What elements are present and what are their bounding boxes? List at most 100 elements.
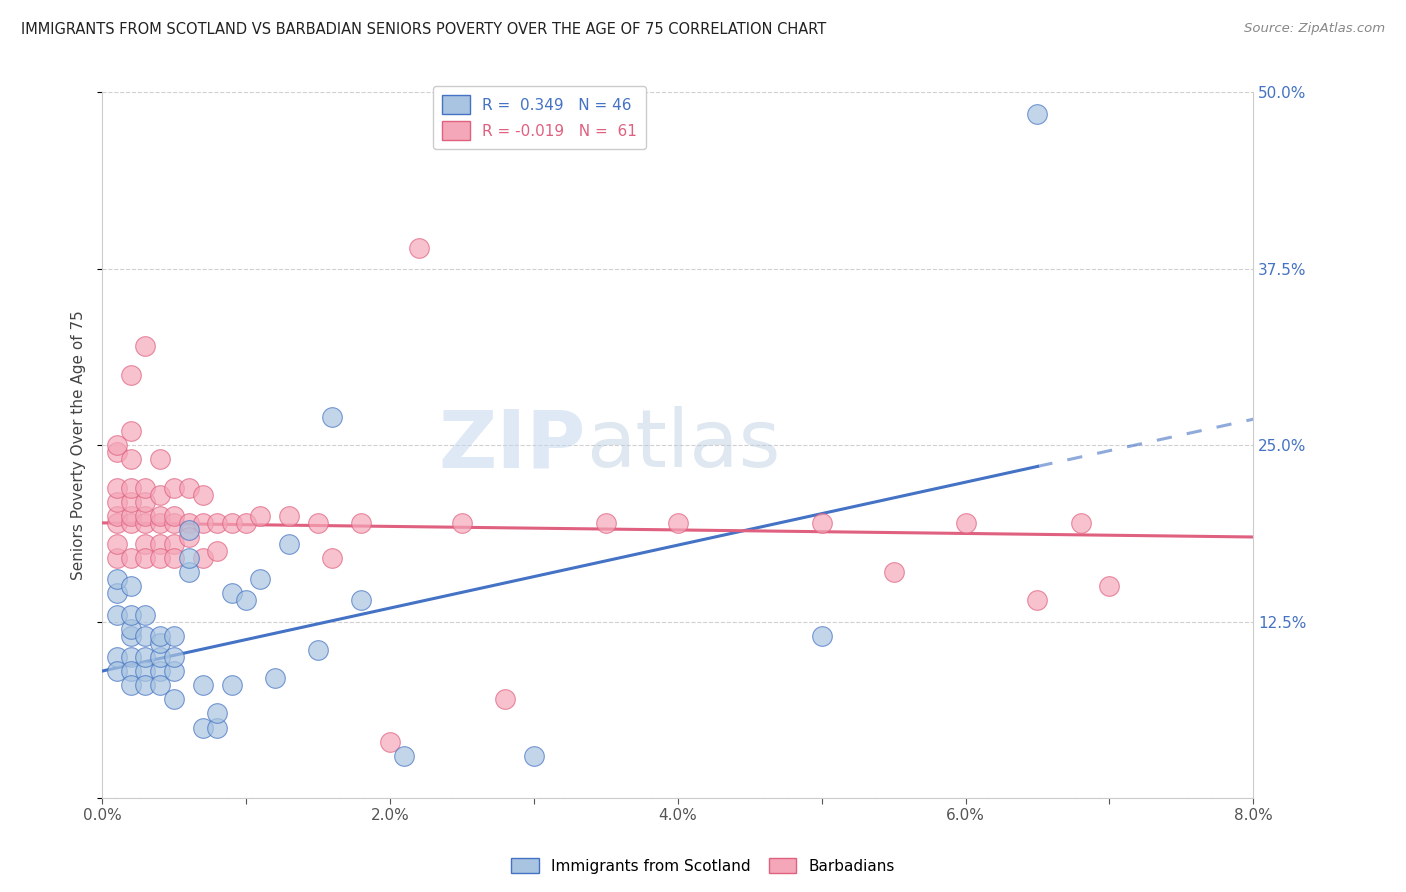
Point [394,748,416,763]
Point [120,551,142,566]
Point [221,516,243,530]
Point [105,481,128,495]
Point [149,678,172,692]
Point [191,516,214,530]
Point [163,649,186,664]
Point [134,516,156,530]
Point [105,551,128,566]
Point [120,607,142,622]
Point [221,586,243,600]
Point [249,508,271,523]
Point [120,481,142,495]
Point [1098,579,1121,593]
Point [134,481,156,495]
Point [149,452,172,467]
Point [207,721,229,735]
Point [134,629,156,643]
Point [120,508,142,523]
Point [163,692,186,706]
Point [177,551,200,566]
Point [263,671,285,685]
Point [149,551,172,566]
Point [134,649,156,664]
Point [149,488,172,502]
Point [1026,106,1049,120]
Point [134,537,156,551]
Point [149,649,172,664]
Point [134,508,156,523]
Point [451,516,474,530]
Text: atlas: atlas [586,406,780,484]
Point [134,678,156,692]
Point [494,692,516,706]
Point [378,734,401,748]
Point [191,678,214,692]
Point [177,566,200,580]
Point [191,721,214,735]
Point [523,748,546,763]
Point [321,410,343,425]
Point [1026,593,1049,607]
Point [134,664,156,678]
Point [350,593,373,607]
Point [120,622,142,636]
Point [810,516,832,530]
Point [105,572,128,586]
Point [177,481,200,495]
Point [350,516,373,530]
Point [221,678,243,692]
Point [120,678,142,692]
Point [163,516,186,530]
Point [191,551,214,566]
Point [105,649,128,664]
Point [134,339,156,353]
Point [134,551,156,566]
Point [666,516,689,530]
Point [163,664,186,678]
Text: ZIP: ZIP [439,406,586,484]
Legend: Immigrants from Scotland, Barbadians: Immigrants from Scotland, Barbadians [505,852,901,880]
Point [120,579,142,593]
Point [207,544,229,558]
Point [177,523,200,537]
Point [307,516,329,530]
Point [163,629,186,643]
Point [278,508,301,523]
Point [207,706,229,721]
Point [177,530,200,544]
Point [163,537,186,551]
Point [883,566,905,580]
Point [149,629,172,643]
Point [120,629,142,643]
Text: IMMIGRANTS FROM SCOTLAND VS BARBADIAN SENIORS POVERTY OVER THE AGE OF 75 CORRELA: IMMIGRANTS FROM SCOTLAND VS BARBADIAN SE… [21,22,827,37]
Point [105,445,128,459]
Point [105,537,128,551]
Point [163,551,186,566]
Point [163,481,186,495]
Point [177,516,200,530]
Point [149,508,172,523]
Point [278,537,301,551]
Point [249,572,271,586]
Point [105,494,128,508]
Point [105,508,128,523]
Point [191,488,214,502]
Point [955,516,977,530]
Point [307,643,329,657]
Text: Source: ZipAtlas.com: Source: ZipAtlas.com [1244,22,1385,36]
Point [105,607,128,622]
Y-axis label: Seniors Poverty Over the Age of 75: Seniors Poverty Over the Age of 75 [72,310,86,580]
Point [120,664,142,678]
Point [408,241,430,255]
Point [120,494,142,508]
Point [134,494,156,508]
Point [149,636,172,650]
Point [149,664,172,678]
Point [235,593,257,607]
Point [235,516,257,530]
Point [163,508,186,523]
Point [105,586,128,600]
Point [105,438,128,452]
Point [105,664,128,678]
Point [149,537,172,551]
